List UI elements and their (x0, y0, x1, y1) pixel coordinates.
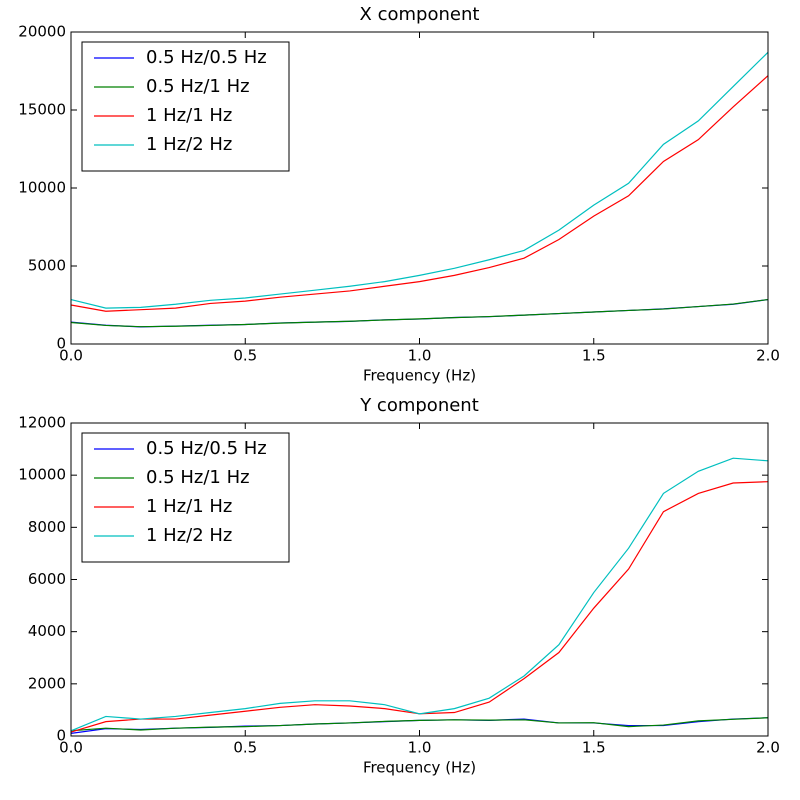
legend-label: 1 Hz/1 Hz (146, 105, 232, 126)
y-tick-label: 6000 (28, 570, 66, 588)
line (70, 51, 769, 309)
chart-title: Y component (359, 395, 479, 416)
y-tick-label: 4000 (28, 622, 66, 640)
line (70, 717, 769, 732)
x-tick-label: 0.0 (59, 347, 83, 365)
chart-title: X component (360, 4, 480, 25)
y-tick-label: 0 (56, 727, 66, 745)
x-tick-label: 1.0 (408, 347, 432, 365)
y-tick-label: 20000 (18, 23, 66, 41)
axes-frame (70, 422, 769, 737)
legend-box (81, 41, 290, 172)
axes-frame (70, 31, 769, 345)
x-tick-label: 2.0 (756, 347, 780, 365)
legend-label: 1 Hz/2 Hz (146, 525, 232, 546)
y-tick-label: 5000 (28, 257, 66, 275)
y-tick-label: 10000 (18, 466, 66, 484)
legend-label: 1 Hz/1 Hz (146, 496, 232, 517)
x-tick-label: 0.0 (59, 739, 83, 757)
legend-label: 0.5 Hz/0.5 Hz (146, 438, 267, 459)
x-axis-label: Frequency (Hz) (363, 367, 476, 385)
y-tick-label: 0 (56, 335, 66, 353)
x-tick-label: 2.0 (756, 739, 780, 757)
x-tick-label: 1.5 (582, 347, 606, 365)
legend-label: 0.5 Hz/1 Hz (146, 76, 250, 97)
x-tick-label: 0.5 (233, 739, 257, 757)
y-tick-label: 15000 (18, 101, 66, 119)
x-tick-label: 1.0 (408, 739, 432, 757)
legend-label: 0.5 Hz/1 Hz (146, 467, 250, 488)
x-tick-label: 0.5 (233, 347, 257, 365)
line (70, 75, 769, 312)
x-axis-label: Frequency (Hz) (363, 759, 476, 777)
y-tick-label: 10000 (18, 179, 66, 197)
y-tick-label: 8000 (28, 518, 66, 536)
legend-box (81, 432, 290, 563)
line (70, 298, 769, 328)
y-tick-label: 2000 (28, 674, 66, 692)
line (70, 457, 769, 732)
x-tick-label: 1.5 (582, 739, 606, 757)
y-tick-label: 12000 (18, 414, 66, 432)
legend-label: 1 Hz/2 Hz (146, 134, 232, 155)
legend-label: 0.5 Hz/0.5 Hz (146, 47, 267, 68)
